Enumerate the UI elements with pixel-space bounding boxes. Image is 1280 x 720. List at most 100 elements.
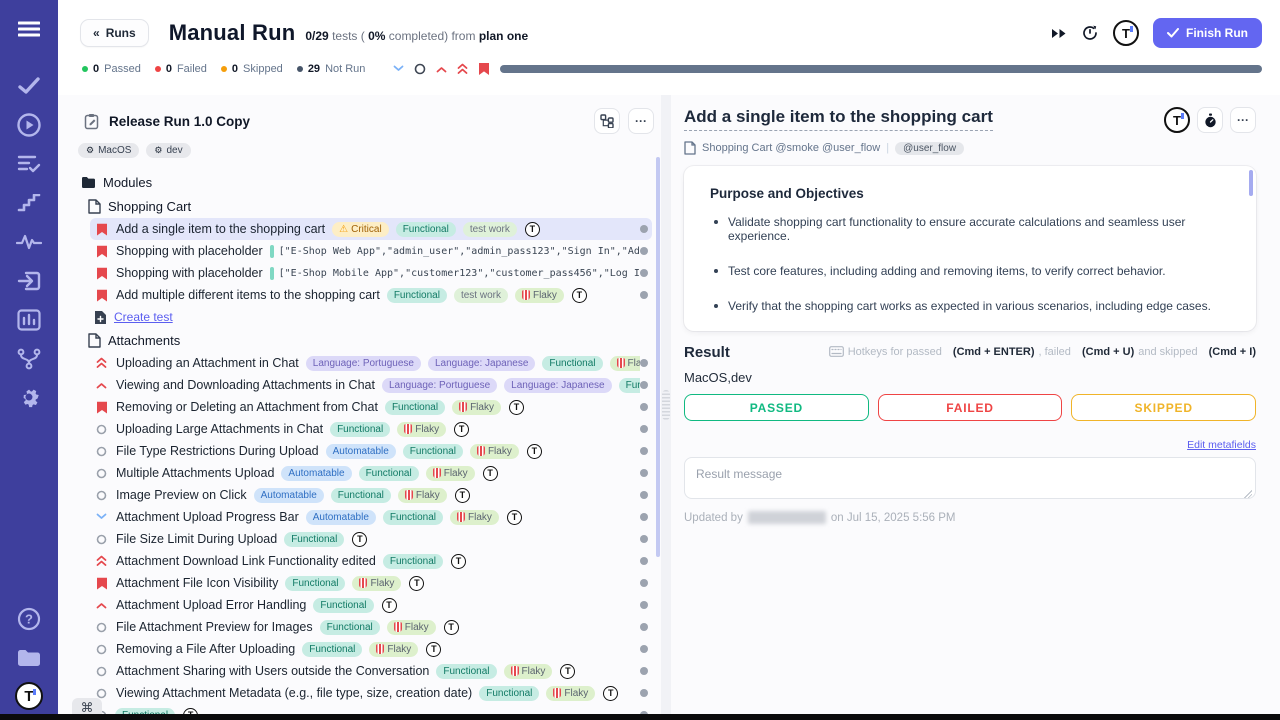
test-row[interactable]: Removing or Deleting an Attachment from … xyxy=(90,396,652,418)
settings-icon[interactable] xyxy=(14,383,44,413)
test-row[interactable]: Uploading an Attachment in Chat Language:… xyxy=(90,352,652,374)
test-row[interactable]: Attachment Download Link Functionality e… xyxy=(90,550,652,572)
section-row[interactable]: Attachments xyxy=(64,328,660,352)
result-heading: Result xyxy=(684,344,730,361)
test-row[interactable]: Image Preview on Click Automatable Functio… xyxy=(90,484,652,506)
t-logo-icon[interactable]: T xyxy=(1164,107,1190,133)
skipped-button[interactable]: SKIPPED xyxy=(1071,394,1257,421)
import-icon[interactable] xyxy=(14,266,44,296)
description-scrollbar[interactable] xyxy=(1249,170,1253,196)
test-row[interactable]: Attachment Upload Error Handling Function… xyxy=(90,594,652,616)
steps-icon[interactable] xyxy=(14,188,44,218)
priority-down-icon xyxy=(95,513,108,521)
test-row[interactable]: Attachment Upload Progress Bar Automatabl… xyxy=(90,506,652,528)
tag-functional: Functional xyxy=(395,221,456,237)
test-data-snippet: ["E-Shop Mobile App","customer123","cust… xyxy=(278,267,640,279)
folder-modules[interactable]: Modules xyxy=(64,170,660,194)
popcorn-flaky-icon xyxy=(404,490,413,500)
test-row[interactable]: Multiple Attachments Upload Automatable Fu… xyxy=(90,462,652,484)
passed-button[interactable]: PASSED xyxy=(684,394,869,421)
test-title[interactable]: Add a single item to the shopping cart xyxy=(684,107,993,131)
timer-retry-icon[interactable] xyxy=(1081,24,1099,42)
test-row[interactable]: File Attachment Preview for Images Functi… xyxy=(90,616,652,638)
t-logo-icon[interactable]: T xyxy=(1113,20,1139,46)
test-title: Attachment Upload Progress Bar xyxy=(116,510,299,524)
test-row[interactable]: File Type Restrictions During Upload Auto… xyxy=(90,440,652,462)
keyboard-icon xyxy=(828,346,844,357)
status-dot xyxy=(640,381,648,389)
edit-metafields-link[interactable]: Edit metafields xyxy=(1187,439,1256,451)
test-row[interactable]: Add multiple different items to the shop… xyxy=(90,284,652,306)
left-scrollbar[interactable] xyxy=(656,157,660,557)
test-row[interactable]: Attachment Sharing with Users outside th… xyxy=(90,660,652,682)
filter-normal-icon[interactable] xyxy=(414,63,426,75)
pulse-icon[interactable] xyxy=(14,227,44,257)
test-title: Shopping with placeholder xyxy=(116,244,263,258)
test-row[interactable]: Removing a File After Uploading Functiona… xyxy=(90,638,652,660)
tag-language: Language: Portuguese xyxy=(381,377,498,393)
status-dot xyxy=(640,513,648,521)
test-logo-icon: T xyxy=(506,509,522,525)
help-icon[interactable]: ? xyxy=(14,604,44,634)
test-row[interactable]: Add a single item to the shopping cart ⚠ C… xyxy=(90,218,652,240)
gear-icon: ⚙ xyxy=(86,145,95,155)
failed-button[interactable]: FAILED xyxy=(877,394,1063,421)
runs-icon[interactable] xyxy=(14,110,44,140)
breadcrumb[interactable]: Shopping Cart @smoke @user_flow xyxy=(702,142,881,154)
run-tag-macos[interactable]: ⚙ MacOS xyxy=(78,143,140,158)
command-shortcut-button[interactable]: ⌘ xyxy=(72,698,102,718)
test-row[interactable]: Viewing and Downloading Attachments in C… xyxy=(90,374,652,396)
run-tag-dev[interactable]: ⚙ dev xyxy=(146,143,191,158)
status-dot xyxy=(640,269,648,277)
test-row[interactable]: Viewing Attachment Metadata (e.g., file … xyxy=(90,682,652,704)
resize-handle[interactable] xyxy=(1244,490,1252,498)
plans-icon[interactable] xyxy=(14,149,44,179)
document-plus-icon xyxy=(95,310,106,324)
create-test-link[interactable]: Create test xyxy=(114,310,173,324)
more-options-button[interactable]: ··· xyxy=(628,108,654,134)
tag-flaky: Flaky xyxy=(386,619,436,635)
test-logo-icon: T xyxy=(524,221,540,237)
test-row[interactable]: Shopping with placeholder ["E-Shop Mobile… xyxy=(90,262,652,284)
status-dot xyxy=(640,667,648,675)
test-row[interactable]: Attachment File Icon Visibility Functiona… xyxy=(90,572,652,594)
test-row[interactable]: File Size Limit During Upload Functional T xyxy=(90,528,652,550)
tag-flaky: Flaky xyxy=(546,685,596,701)
back-to-runs-button[interactable]: « Runs xyxy=(80,19,149,47)
filter-important-icon[interactable] xyxy=(478,62,490,76)
branch-icon[interactable] xyxy=(14,344,44,374)
tasks-icon[interactable] xyxy=(14,71,44,101)
test-title: Viewing Attachment Metadata (e.g., file … xyxy=(116,686,473,700)
stopwatch-button[interactable] xyxy=(1197,107,1223,133)
projects-icon[interactable] xyxy=(14,643,44,673)
section-row[interactable]: Shopping Cart xyxy=(64,194,660,218)
breadcrumb-tag[interactable]: @user_flow xyxy=(895,141,965,155)
more-options-button[interactable]: ··· xyxy=(1230,107,1256,133)
code-marker xyxy=(269,244,274,258)
priority-bookmark-icon xyxy=(95,223,108,236)
test-row[interactable]: Shopping with placeholder ["E-Shop Web Ap… xyxy=(90,240,652,262)
stat-passed: 0 Passed xyxy=(82,63,141,75)
filter-low-icon[interactable] xyxy=(393,65,404,73)
filter-critical-icon[interactable] xyxy=(457,63,468,75)
analytics-icon[interactable] xyxy=(14,305,44,335)
divider-grip[interactable] xyxy=(662,390,670,420)
result-message-input[interactable] xyxy=(684,457,1256,499)
fast-forward-icon[interactable] xyxy=(1051,28,1067,39)
finish-run-button[interactable]: Finish Run xyxy=(1153,18,1262,48)
status-dot xyxy=(640,225,648,233)
menu-icon[interactable] xyxy=(14,14,44,44)
popcorn-flaky-icon xyxy=(459,402,468,412)
popcorn-flaky-icon xyxy=(553,688,562,698)
filter-high-icon[interactable] xyxy=(436,65,447,73)
tree-view-button[interactable] xyxy=(594,108,620,134)
priority-circle-icon xyxy=(95,666,108,677)
brand-logo[interactable]: T xyxy=(15,682,43,710)
test-title: Shopping with placeholder xyxy=(116,266,263,280)
test-row[interactable]: Uploading Large Attachments in Chat Funct… xyxy=(90,418,652,440)
test-title: Add multiple different items to the shop… xyxy=(116,288,380,302)
app-sidebar: ? T xyxy=(0,0,58,720)
popcorn-flaky-icon xyxy=(404,424,413,434)
test-logo-icon: T xyxy=(426,641,442,657)
